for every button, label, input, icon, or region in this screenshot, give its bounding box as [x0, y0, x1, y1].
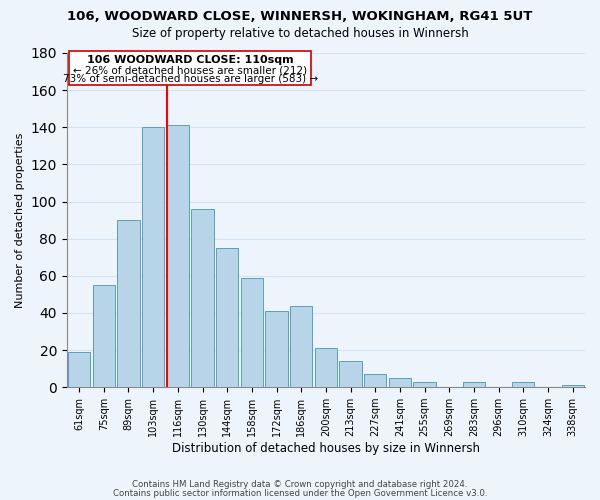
Bar — [167, 126, 189, 387]
Bar — [118, 220, 140, 387]
Bar — [340, 361, 362, 387]
Bar — [68, 352, 90, 387]
Bar — [92, 285, 115, 387]
Bar — [315, 348, 337, 387]
Text: 106, WOODWARD CLOSE, WINNERSH, WOKINGHAM, RG41 5UT: 106, WOODWARD CLOSE, WINNERSH, WOKINGHAM… — [67, 10, 533, 23]
Text: Contains HM Land Registry data © Crown copyright and database right 2024.: Contains HM Land Registry data © Crown c… — [132, 480, 468, 489]
Bar — [216, 248, 238, 387]
Bar — [364, 374, 386, 387]
FancyBboxPatch shape — [69, 51, 311, 84]
Text: ← 26% of detached houses are smaller (212): ← 26% of detached houses are smaller (21… — [73, 65, 307, 75]
Bar — [241, 278, 263, 387]
Bar — [413, 382, 436, 387]
Bar — [142, 128, 164, 387]
Bar — [512, 382, 535, 387]
Text: Size of property relative to detached houses in Winnersh: Size of property relative to detached ho… — [131, 28, 469, 40]
Bar — [389, 378, 411, 387]
Bar — [290, 306, 313, 387]
X-axis label: Distribution of detached houses by size in Winnersh: Distribution of detached houses by size … — [172, 442, 480, 455]
Bar — [265, 311, 287, 387]
Y-axis label: Number of detached properties: Number of detached properties — [15, 132, 25, 308]
Bar — [562, 386, 584, 387]
Bar — [463, 382, 485, 387]
Text: 106 WOODWARD CLOSE: 110sqm: 106 WOODWARD CLOSE: 110sqm — [87, 55, 293, 65]
Text: 73% of semi-detached houses are larger (583) →: 73% of semi-detached houses are larger (… — [62, 74, 318, 85]
Text: Contains public sector information licensed under the Open Government Licence v3: Contains public sector information licen… — [113, 488, 487, 498]
Bar — [191, 209, 214, 387]
